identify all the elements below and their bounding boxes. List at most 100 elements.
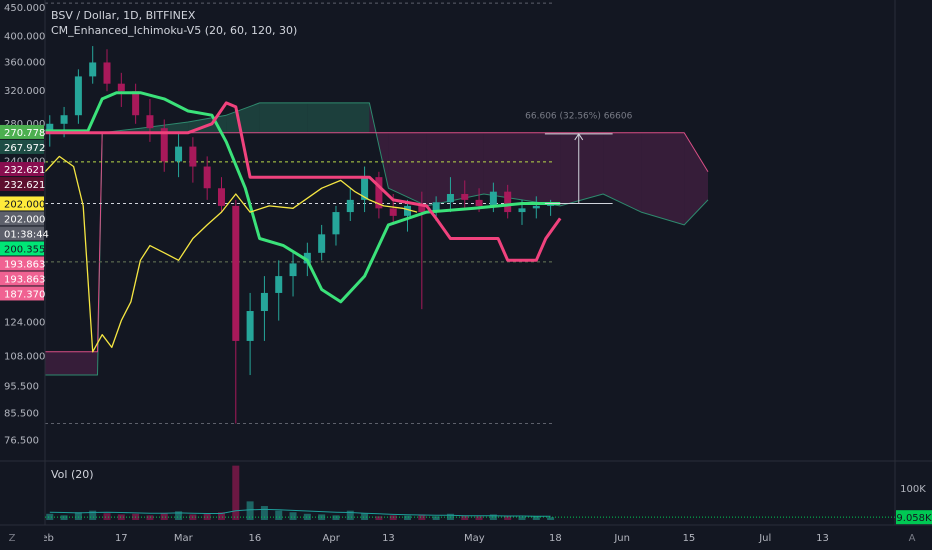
price-tag [0, 271, 44, 286]
candle-body [432, 202, 440, 213]
volume-bar [461, 515, 469, 520]
price-tag [0, 177, 44, 192]
volume-bar [60, 515, 68, 520]
button-z[interactable]: Z [9, 533, 16, 544]
x-tick-label: Mar [174, 533, 194, 544]
volume-bar [432, 516, 440, 520]
volume-bar [418, 514, 426, 520]
price-tag-label: 187.370 [4, 289, 45, 300]
y-tick-label: 124.000 [4, 318, 45, 329]
y-tick-label: 76.500 [4, 435, 39, 446]
candle-body [203, 166, 211, 189]
candle-body [89, 62, 97, 77]
volume-bar [489, 514, 497, 520]
price-tag [0, 124, 44, 139]
candle-body [74, 76, 82, 116]
indicator-line [45, 91, 561, 304]
volume-bar [289, 512, 297, 520]
candle-body [275, 276, 283, 293]
volume-bar [346, 510, 354, 520]
volume-bar [74, 512, 82, 520]
candle-body [446, 193, 454, 203]
candle-body [332, 212, 340, 235]
volume-bar [146, 515, 154, 520]
candle-body [389, 208, 397, 216]
candle-body [46, 123, 54, 133]
price-tag-label: 193.863 [4, 259, 45, 270]
x-tick-label: Jul [758, 533, 771, 544]
indicator-line [45, 101, 562, 262]
price-tag [0, 196, 44, 211]
candle-body [504, 191, 512, 213]
indicator-legend: CM_Enhanced_Ichimoku-V5 (20, 60, 120, 30… [51, 24, 297, 37]
candle-body [461, 193, 469, 200]
volume-bar [375, 516, 383, 520]
candle-body [175, 146, 183, 162]
x-tick-label: Apr [323, 533, 341, 544]
candle-body [404, 205, 412, 216]
price-tag-label: 200.355 [4, 244, 45, 255]
volume-bar [547, 517, 555, 520]
price-tag-label: 202.000 [4, 199, 45, 210]
candle-body [475, 199, 483, 206]
cloud-fill [388, 132, 427, 206]
price-tag [0, 211, 44, 226]
price-tag-label: 232.621 [4, 180, 45, 191]
volume-bar [404, 515, 412, 520]
candle-body [418, 205, 426, 213]
cloud-fill [684, 132, 708, 225]
volume-bar [160, 513, 168, 520]
x-tick-label: 17 [115, 533, 128, 544]
y-tick-label: 85.500 [4, 408, 39, 419]
volume-bar [332, 515, 340, 520]
symbol-legend: BSV / Dollar, 1D, BITFINEX [51, 9, 196, 22]
cloud-fill [603, 132, 642, 213]
axis-mask [0, 527, 44, 549]
candle-body [489, 191, 497, 206]
price-tag [0, 286, 44, 301]
price-tag-label: 270.778 [4, 128, 45, 139]
candle-body [246, 311, 254, 341]
price-tag-label: 267.972 [4, 143, 45, 154]
button-auto[interactable]: A [909, 533, 916, 544]
volume-bar [103, 513, 111, 520]
y-tick-label: 240.000 [4, 156, 45, 167]
x-tick-label: 13 [816, 533, 829, 544]
volume-bar [504, 515, 512, 520]
volume-bar [275, 510, 283, 520]
y-tick-label: 450.000 [4, 3, 45, 14]
volume-legend: Vol (20) [51, 468, 94, 481]
x-tick-label: 15 [683, 533, 696, 544]
volume-bar [518, 516, 526, 520]
x-tick-label: Feb [36, 533, 54, 544]
x-tick-label: 16 [249, 533, 262, 544]
price-tag-label: 01:38:44 [4, 229, 49, 240]
candle-body [532, 205, 540, 209]
cloud-fill [259, 102, 308, 133]
price-tag-label: 202.000 [4, 214, 45, 225]
price-pane: 66.606 (32.56%) 66606 [45, 2, 709, 424]
x-tick-label: 18 [549, 533, 562, 544]
x-tick-label: May [464, 533, 485, 544]
y-tick-label: 108.000 [4, 351, 45, 362]
candle-body [361, 177, 369, 200]
measure-label: 66.606 (32.56%) 66606 [525, 111, 632, 121]
candle-body [518, 208, 526, 213]
x-tick-label: Jun [613, 533, 630, 544]
volume-bar [117, 514, 125, 520]
candle-body [232, 205, 240, 341]
volume-bar [89, 510, 97, 520]
cloud-fill [522, 132, 561, 206]
volume-bar [303, 513, 311, 520]
price-tag-label: 232.621 [4, 165, 45, 176]
indicator-line [45, 155, 418, 353]
price-tag [0, 139, 44, 154]
price-tag-label: 193.863 [4, 274, 45, 285]
cloud-fill [45, 351, 98, 375]
y-tick-label: 360.000 [4, 57, 45, 68]
volume-bar [46, 513, 54, 520]
volume-bar [475, 516, 483, 520]
volume-bar [532, 516, 540, 520]
price-tag [0, 256, 44, 271]
